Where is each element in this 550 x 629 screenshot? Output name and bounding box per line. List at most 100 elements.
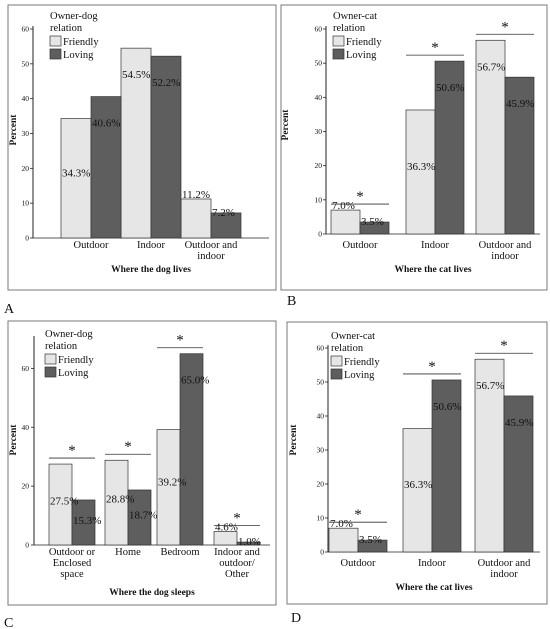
significance-marker: * — [176, 333, 184, 349]
panel-frame — [7, 320, 277, 606]
y-tick-label: 30 — [22, 129, 30, 138]
panel-label: B — [287, 294, 296, 309]
significance-marker: * — [233, 510, 241, 526]
y-tick-label: 40 — [317, 412, 325, 421]
data-label: 45.9% — [506, 98, 534, 110]
category-label: Home — [115, 547, 141, 558]
data-label: 56.7% — [477, 61, 505, 73]
legend-item-label: Friendly — [58, 355, 94, 366]
data-label: 27.5% — [50, 495, 78, 507]
legend-swatch — [44, 353, 57, 365]
data-label: 45.9% — [505, 417, 533, 429]
significance-marker: * — [354, 507, 362, 523]
category-label: Outdoor and — [185, 240, 239, 251]
legend-title: relation — [50, 23, 83, 34]
bar-loving — [71, 499, 96, 546]
category-label: indoor — [197, 251, 225, 262]
bar-friendly — [330, 209, 361, 235]
bar-friendly — [475, 39, 506, 235]
legend-title: relation — [333, 23, 366, 34]
category-label: Indoor and — [214, 547, 261, 558]
data-label: 7.0% — [330, 518, 353, 530]
significance-marker: * — [431, 40, 439, 56]
data-label: 36.3% — [404, 479, 432, 491]
bar-friendly — [213, 531, 238, 546]
panel-frame — [7, 4, 277, 291]
bar-loving — [357, 539, 388, 553]
y-tick-label: 50 — [315, 59, 323, 68]
data-label: 4.6% — [215, 521, 238, 533]
data-label: 36.3% — [407, 161, 435, 173]
data-label: 56.7% — [476, 380, 504, 392]
legend-swatch — [330, 368, 343, 380]
category-label: Outdoor — [74, 240, 110, 251]
legend-swatch — [49, 35, 62, 47]
data-label: 40.6% — [92, 118, 120, 130]
legend-item-label: Friendly — [346, 37, 382, 48]
y-tick-label: 20 — [315, 161, 323, 170]
y-tick-label: 50 — [317, 378, 325, 387]
panel-label: D — [291, 611, 301, 626]
bar-loving — [179, 353, 204, 546]
bar-loving — [504, 76, 535, 235]
y-axis-label: Percent — [9, 424, 19, 456]
category-label: outdoor/ — [219, 558, 255, 569]
y-axis-label: Percent — [289, 424, 299, 456]
category-label: space — [60, 569, 84, 580]
y-tick-label: 40 — [315, 93, 323, 102]
bar-loving — [431, 379, 462, 553]
y-tick-label: 40 — [22, 423, 30, 432]
data-label: 39.2% — [158, 477, 186, 489]
bar-loving — [434, 60, 465, 235]
bar-friendly — [328, 527, 359, 553]
y-tick-label: 20 — [22, 164, 30, 173]
panel-frame — [280, 4, 548, 291]
x-axis-label: Where the cat lives — [394, 265, 471, 275]
y-tick-label: 10 — [315, 195, 323, 204]
legend-item-label: Loving — [58, 368, 89, 379]
category-label: Indoor — [137, 240, 165, 251]
data-label: 3.5% — [359, 534, 382, 546]
significance-marker: * — [356, 189, 364, 205]
significance-marker: * — [500, 338, 508, 354]
y-tick-label: 10 — [317, 514, 325, 523]
y-tick-label: 0 — [320, 548, 324, 557]
legend-title: relation — [331, 343, 364, 354]
legend-item-label: Loving — [63, 50, 94, 61]
bar-loving — [90, 96, 122, 239]
legend-title: Owner-cat — [333, 11, 377, 22]
legend-swatch — [332, 35, 345, 47]
data-label: 7.2% — [212, 207, 235, 219]
category-label: Bedroom — [160, 547, 199, 558]
x-axis-label: Where the dog sleeps — [109, 588, 195, 598]
data-label: 50.6% — [436, 82, 464, 94]
bar-loving — [503, 395, 534, 553]
legend-title: Owner-cat — [331, 331, 375, 342]
category-label: Indoor — [421, 240, 449, 251]
y-tick-label: 60 — [315, 25, 323, 34]
data-label: 52.2% — [152, 77, 180, 89]
chart-panel-A: 0 10 20 30 40 50 60 Percent Where the dog lives O… — [4, 4, 277, 317]
legend-item-label: Friendly — [63, 37, 99, 48]
bar-loving — [127, 489, 152, 546]
legend-swatch — [49, 48, 62, 60]
y-tick-label: 10 — [22, 199, 30, 208]
chart-panel-D: 0 10 20 30 40 50 60 Percent Where the cat lives O… — [286, 321, 548, 626]
y-tick-label: 50 — [22, 59, 30, 68]
category-label: Indoor — [418, 558, 446, 569]
x-axis-label: Where the dog lives — [111, 265, 191, 275]
category-label: Outdoor — [343, 240, 379, 251]
y-tick-label: 60 — [22, 364, 30, 373]
bar-friendly — [180, 198, 212, 239]
legend-swatch — [332, 48, 345, 60]
legend-item-label: Loving — [346, 50, 377, 61]
x-axis-label: Where the cat lives — [395, 583, 472, 593]
legend-item-label: Friendly — [344, 357, 380, 368]
category-label: indoor — [490, 569, 518, 580]
category-label: Enclosed — [53, 558, 92, 569]
bar-loving — [236, 541, 261, 546]
y-tick-label: 0 — [318, 230, 322, 239]
